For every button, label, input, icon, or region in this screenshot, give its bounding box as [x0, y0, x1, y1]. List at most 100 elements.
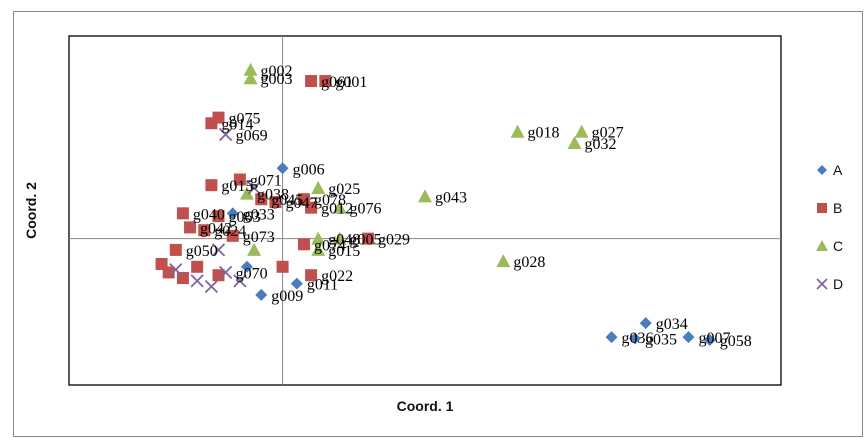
point-a-8	[682, 331, 695, 344]
point-b-1	[319, 75, 332, 88]
point-a-0	[276, 162, 289, 175]
point-label: g028	[513, 254, 545, 271]
point-label: g045	[271, 192, 303, 209]
point-b-17	[169, 243, 182, 256]
point-b-12	[184, 221, 197, 234]
point-label: g002	[261, 63, 293, 80]
point-d-6	[233, 274, 247, 288]
point-label: g005	[350, 232, 382, 249]
legend-label-c: C	[833, 238, 843, 254]
legend: A B C D	[816, 162, 843, 292]
point-label: g040	[193, 206, 225, 223]
point-label: g078	[314, 192, 346, 209]
point-label: g009	[271, 288, 303, 305]
point-label: g061	[321, 74, 353, 91]
point-c-13	[496, 254, 511, 268]
point-label: g036	[622, 330, 654, 347]
point-label: g038	[257, 187, 289, 204]
point-b-0	[305, 75, 318, 88]
point-label: g012	[321, 201, 353, 218]
point-label: g025	[328, 181, 360, 198]
point-d-4	[190, 274, 204, 288]
point-label: g048	[328, 232, 360, 249]
point-b-20	[191, 260, 204, 273]
point-b-9	[305, 201, 318, 214]
point-b-23	[276, 260, 289, 273]
point-label: g050	[186, 243, 218, 260]
point-label: g024	[214, 223, 246, 240]
point-c-12	[247, 242, 262, 256]
point-c-1	[243, 71, 258, 85]
point-b-24	[305, 269, 318, 282]
chart-frame	[13, 11, 863, 437]
legend-label-d: D	[833, 276, 843, 292]
point-label: g018	[528, 125, 560, 142]
point-label: g015	[328, 243, 360, 260]
point-label: g076	[350, 201, 382, 218]
legend-marker-b	[817, 203, 827, 213]
point-b-6	[255, 193, 268, 206]
legend-marker-c	[816, 240, 828, 251]
point-a-1	[226, 207, 239, 220]
point-c-11	[311, 242, 326, 256]
point-d-7	[219, 265, 233, 280]
point-b-21	[176, 272, 189, 285]
point-label: g029	[378, 232, 410, 249]
point-a-9	[703, 333, 716, 346]
plot-area	[68, 35, 782, 386]
y-axis-title: Coord. 2	[23, 182, 39, 239]
point-c-0	[243, 62, 258, 76]
point-label: g047	[285, 195, 317, 212]
point-label: g014	[221, 116, 253, 133]
point-b-7	[269, 196, 282, 209]
point-label: g073	[243, 229, 275, 246]
point-d-0	[219, 127, 233, 142]
legend-label-a: A	[833, 162, 843, 178]
point-c-7	[418, 189, 432, 203]
point-b-15	[362, 232, 375, 245]
point-label: g043	[435, 189, 467, 206]
point-label: g069	[236, 128, 268, 145]
point-label: g027	[592, 125, 624, 142]
point-b-10	[176, 207, 189, 220]
point-c-5	[311, 180, 326, 194]
point-b-22	[212, 269, 225, 282]
point-a-6	[629, 332, 642, 345]
point-label: g006	[293, 161, 325, 178]
point-label: g034	[656, 316, 688, 333]
point-b-16	[297, 238, 310, 251]
point-label: g032	[585, 136, 617, 153]
point-b-19	[162, 266, 175, 279]
legend-marker-a	[817, 165, 827, 175]
point-d-1	[247, 181, 261, 195]
point-c-3	[574, 124, 589, 138]
point-b-13	[198, 224, 211, 237]
point-label: g035	[645, 332, 677, 349]
point-label: g022	[321, 268, 353, 285]
legend-marker-d	[816, 278, 828, 290]
point-b-11	[212, 210, 225, 223]
point-c-10	[332, 231, 347, 245]
point-label: g074	[314, 237, 346, 254]
point-label: g003	[261, 71, 293, 88]
point-b-5	[205, 179, 218, 192]
point-b-3	[205, 117, 218, 130]
point-c-8	[332, 200, 347, 214]
point-label: g007	[698, 330, 730, 347]
legend-label-b: B	[833, 200, 842, 216]
point-a-3	[255, 288, 268, 301]
point-label: g063	[229, 209, 261, 226]
point-label: g015	[221, 178, 253, 195]
point-d-3	[169, 262, 183, 277]
point-c-9	[311, 231, 326, 245]
point-label: g070	[236, 265, 268, 282]
point-c-4	[567, 135, 582, 149]
point-label: g058	[720, 333, 752, 350]
point-label: g033	[243, 206, 275, 223]
point-a-2	[241, 260, 253, 273]
point-a-7	[639, 317, 652, 330]
point-c-6	[240, 186, 254, 200]
point-a-4	[290, 277, 303, 290]
